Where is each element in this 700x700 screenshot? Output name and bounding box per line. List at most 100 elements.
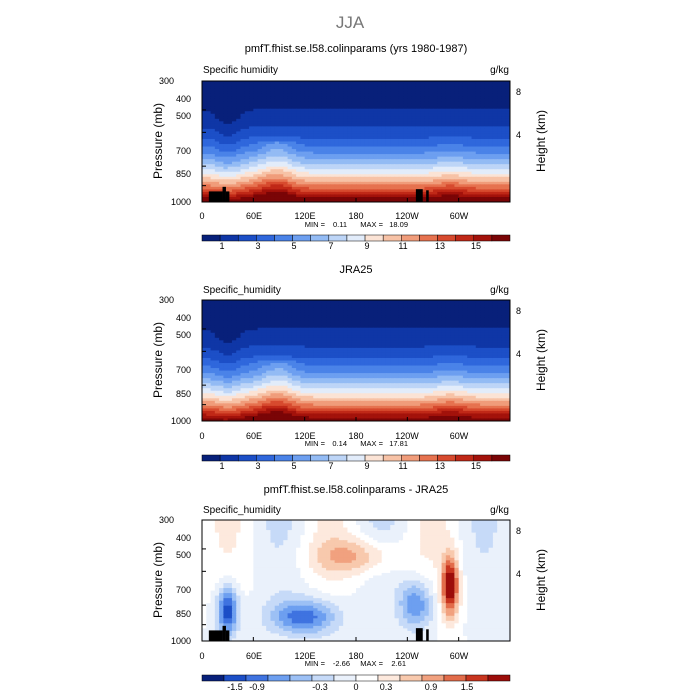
contour-cell	[420, 131, 426, 135]
contour-cell	[454, 184, 460, 188]
contour-cell	[488, 186, 494, 190]
contour-cell	[475, 322, 481, 326]
contour-cell	[270, 342, 276, 346]
contour-cell	[231, 113, 237, 117]
contour-cell	[287, 91, 293, 95]
contour-cell	[368, 196, 374, 201]
contour-cell	[291, 347, 297, 352]
contour-cell	[244, 101, 250, 105]
contour-cell	[364, 138, 370, 143]
contour-cell	[445, 330, 451, 334]
contour-cell	[454, 154, 460, 158]
contour-cell	[270, 305, 276, 309]
contour-cell	[373, 317, 378, 321]
contour-cell	[240, 138, 246, 143]
contour-cell	[505, 154, 510, 158]
contour-cell	[458, 138, 464, 143]
contour-cell	[343, 340, 349, 344]
contour-cell	[317, 123, 323, 127]
contour-cell	[261, 179, 267, 183]
contour-cell	[501, 169, 507, 173]
contour-cell	[291, 350, 297, 354]
lon-tick: 120E	[294, 211, 315, 221]
contour-cell	[433, 191, 438, 196]
contour-cell	[364, 196, 370, 201]
contour-cell	[206, 186, 212, 190]
contour-cell	[377, 305, 383, 309]
contour-cell	[437, 307, 443, 311]
contour-cell	[360, 337, 366, 341]
contour-cell	[501, 186, 507, 190]
contour-cell	[321, 300, 327, 304]
contour-cell	[462, 106, 468, 110]
contour-cell	[223, 121, 229, 125]
contour-cell	[330, 106, 336, 110]
contour-cell	[390, 88, 396, 92]
contour-cell	[270, 113, 276, 117]
contour-cell	[283, 184, 289, 188]
contour-cell	[360, 98, 366, 102]
contour-cell	[368, 118, 374, 122]
contour-cell	[390, 196, 396, 201]
contour-cell	[364, 325, 370, 329]
contour-cell	[394, 166, 400, 170]
contour-cell	[227, 83, 233, 87]
colorbar-label: 1	[219, 241, 224, 251]
contour-cell	[219, 161, 224, 165]
contour-cell	[356, 199, 361, 202]
contour-cell	[394, 315, 400, 319]
contour-cell	[210, 118, 216, 122]
contour-cell	[206, 199, 212, 202]
contour-cell	[450, 141, 455, 145]
contour-cell	[364, 98, 370, 102]
contour-cell	[398, 81, 404, 85]
contour-cell	[394, 118, 400, 122]
contour-cell	[223, 345, 229, 349]
contour-cell	[407, 161, 413, 165]
contour-cell	[338, 300, 344, 304]
contour-cell	[287, 106, 293, 110]
contour-cell	[317, 194, 323, 198]
contour-cell	[488, 327, 494, 331]
contour-cell	[330, 131, 336, 135]
contour-cell	[415, 128, 421, 133]
contour-cell	[381, 91, 387, 95]
contour-cell	[236, 141, 242, 145]
contour-cell	[240, 96, 246, 100]
contour-cell	[480, 312, 485, 316]
contour-cell	[385, 332, 391, 336]
contour-cell	[214, 108, 220, 112]
contour-cell	[411, 179, 417, 183]
contour-cell	[480, 138, 485, 143]
contour-cell	[373, 347, 378, 352]
contour-cell	[437, 151, 443, 155]
contour-cell	[270, 123, 276, 127]
contour-cell	[471, 166, 477, 170]
contour-cell	[424, 169, 430, 173]
contour-cell	[313, 169, 319, 173]
contour-cell	[257, 111, 263, 115]
contour-cell	[287, 171, 293, 175]
contour-cell	[428, 138, 434, 143]
contour-cell	[202, 179, 207, 183]
contour-cell	[231, 194, 237, 198]
contour-cell	[274, 181, 280, 185]
contour-cell	[398, 332, 404, 336]
contour-cell	[445, 161, 451, 165]
contour-cell	[373, 335, 378, 339]
contour-cell	[497, 322, 503, 326]
contour-cell	[356, 149, 361, 153]
contour-cell	[240, 194, 246, 198]
contour-cell	[291, 337, 297, 341]
contour-cell	[360, 325, 366, 329]
contour-cell	[266, 315, 272, 319]
contour-cell	[471, 332, 477, 336]
contour-cell	[394, 347, 400, 352]
contour-cell	[231, 101, 237, 105]
contour-cell	[403, 98, 408, 102]
contour-cell	[420, 91, 426, 95]
contour-cell	[206, 91, 212, 95]
contour-cell	[244, 342, 250, 346]
contour-cell	[300, 327, 306, 331]
contour-cell	[437, 123, 443, 127]
